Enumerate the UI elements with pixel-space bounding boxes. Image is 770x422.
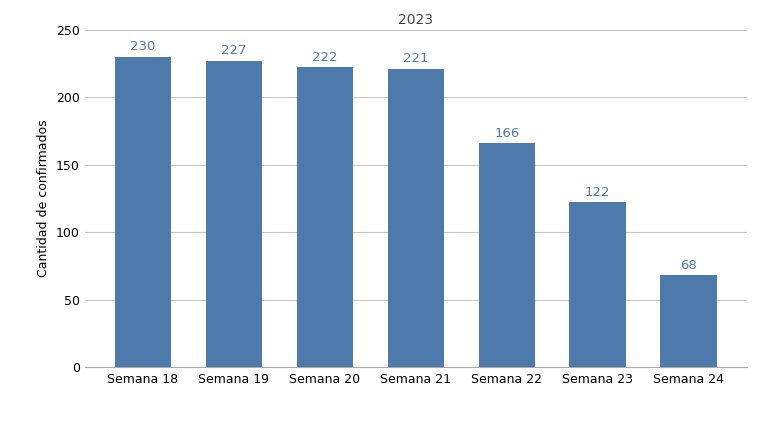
Text: 221: 221 — [403, 52, 429, 65]
Text: 227: 227 — [221, 44, 246, 57]
Bar — [570, 203, 626, 367]
Y-axis label: Cantidad de confirmados: Cantidad de confirmados — [38, 119, 50, 277]
Text: 222: 222 — [312, 51, 337, 64]
Bar — [206, 61, 262, 367]
Bar — [661, 275, 717, 367]
Text: 68: 68 — [680, 259, 697, 272]
Bar — [115, 57, 171, 367]
Text: 122: 122 — [585, 186, 611, 199]
Title: 2023: 2023 — [398, 13, 434, 27]
Text: 166: 166 — [494, 127, 519, 140]
Bar — [296, 68, 353, 367]
Text: 230: 230 — [130, 40, 156, 53]
Bar — [478, 143, 535, 367]
Bar — [387, 69, 444, 367]
